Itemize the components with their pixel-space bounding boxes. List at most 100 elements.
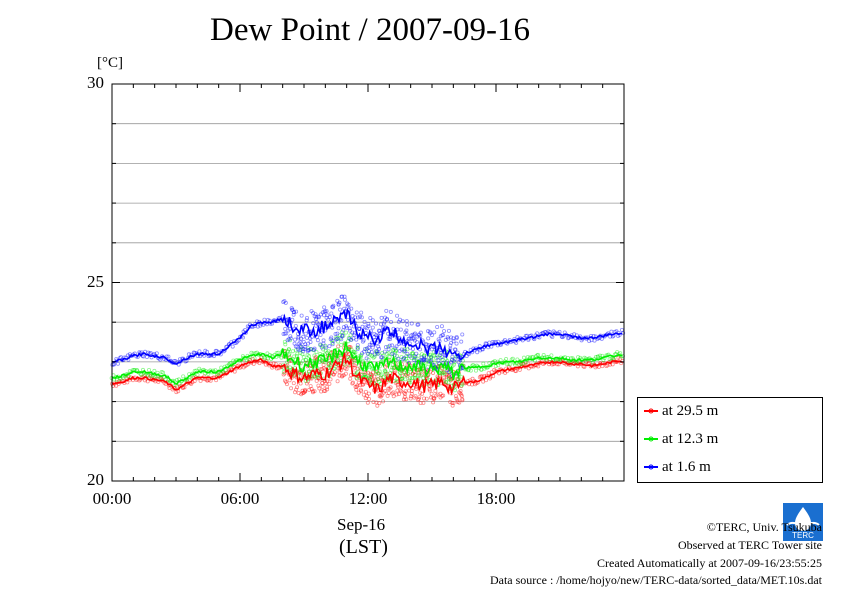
data-point [446,373,451,378]
data-point [139,372,144,377]
data-point [401,370,406,375]
data-point [368,315,373,320]
data-point [283,326,288,331]
data-point [452,388,457,393]
data-point [492,367,497,372]
data-point [460,358,465,363]
data-point [386,344,391,349]
data-point [473,382,478,387]
data-point [438,391,443,396]
data-point [329,311,334,316]
data-point [400,374,405,379]
data-point [325,350,330,355]
data-point [377,401,382,406]
data-point [309,309,314,314]
data-point [607,357,612,362]
data-point [332,370,337,375]
data-point [316,314,321,319]
data-point [141,354,146,359]
data-point [429,354,434,359]
data-point [215,372,220,377]
legend-label: at 29.5 m [662,402,719,419]
data-point [433,355,438,360]
data-point [300,391,305,396]
data-point [339,294,344,299]
data-point [232,369,237,374]
data-point [366,357,371,362]
data-point [525,361,530,366]
data-point [438,352,443,357]
data-point [146,373,151,378]
data-point [243,327,248,332]
data-point [192,379,197,384]
data-point [366,351,371,356]
data-point [349,347,354,352]
data-point [409,356,414,361]
data-point [380,351,385,356]
data-point [595,354,600,359]
data-point [536,364,541,369]
data-point [428,331,433,336]
data-point [403,377,408,382]
data-point [312,389,317,394]
data-point [460,332,465,337]
data-point [387,355,392,360]
data-point [362,380,367,385]
data-point [319,357,324,362]
data-point [375,377,380,382]
data-point [329,338,334,343]
data-point [517,362,522,367]
data-point [449,358,454,363]
data-point [330,342,335,347]
data-point [615,350,620,355]
data-point [401,397,406,402]
data-point [396,392,401,397]
data-point [345,301,350,306]
data-point [386,351,391,356]
data-point [345,339,350,344]
data-point [427,387,432,392]
data-point [350,381,355,386]
grid-lines [112,123,624,442]
data-point [443,356,448,361]
data-point [384,317,389,322]
data-point [342,297,347,302]
data-point [318,342,323,347]
data-point [454,377,459,382]
data-point [351,336,356,341]
data-point [459,392,464,397]
data-point [372,352,377,357]
credit-observed: Observed at TERC Tower site [677,538,822,552]
data-point [508,362,513,367]
data-point [441,370,446,375]
data-point [436,358,441,363]
data-point [451,362,456,367]
data-point [290,317,295,322]
data-point [404,319,409,324]
data-point [419,352,424,357]
data-point [455,398,460,403]
data-point [389,319,394,324]
data-point [230,344,235,349]
data-point [370,318,375,323]
data-point [290,307,295,312]
y-tick-label: 25 [87,271,104,291]
data-point [397,349,402,354]
data-point [541,353,546,358]
data-point [152,368,157,373]
data-point [378,393,383,398]
data-point [343,371,348,376]
data-point [549,353,554,358]
data-point [282,331,287,336]
data-point [422,353,427,358]
data-point [312,346,317,351]
data-point [353,384,358,389]
data-point [296,335,301,340]
data-point [520,362,525,367]
data-point [294,348,299,353]
data-point [198,378,203,383]
data-point [315,338,320,343]
data-point [339,294,344,299]
data-point [174,390,179,395]
data-point [381,356,386,361]
